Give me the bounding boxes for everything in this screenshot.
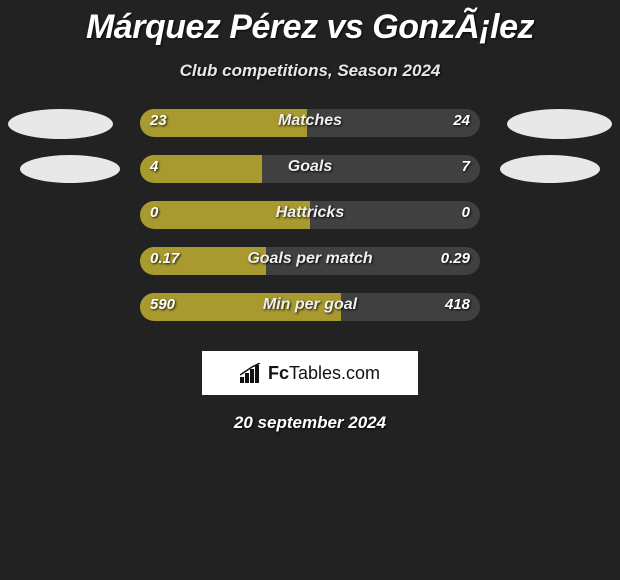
bar-chart-icon: [240, 363, 264, 383]
stat-bar-left: [140, 247, 266, 275]
stat-bar: [140, 201, 480, 229]
stat-row: Goals per match0.170.29: [0, 247, 620, 293]
stat-bar-right: [307, 109, 480, 137]
stat-row: Hattricks00: [0, 201, 620, 247]
logo-text: FcTables.com: [268, 363, 380, 384]
stat-row: Min per goal590418: [0, 293, 620, 339]
stat-bar: [140, 155, 480, 183]
page-title: Márquez Pérez vs GonzÃ¡lez: [0, 0, 620, 47]
stat-row: Matches2324: [0, 109, 620, 155]
stat-bar-right: [262, 155, 480, 183]
stat-bar: [140, 293, 480, 321]
stat-bar: [140, 247, 480, 275]
stat-row: Goals47: [0, 155, 620, 201]
date: 20 september 2024: [0, 413, 620, 433]
stat-bar-right: [266, 247, 480, 275]
stat-bar-left: [140, 201, 310, 229]
stat-bar-right: [341, 293, 480, 321]
subtitle: Club competitions, Season 2024: [0, 61, 620, 81]
stat-bar-left: [140, 293, 341, 321]
stat-bar-left: [140, 109, 307, 137]
logo-box[interactable]: FcTables.com: [202, 351, 418, 395]
stat-bar-right: [310, 201, 480, 229]
stat-bar-left: [140, 155, 262, 183]
stat-bar: [140, 109, 480, 137]
stats-area: Matches2324Goals47Hattricks00Goals per m…: [0, 109, 620, 339]
